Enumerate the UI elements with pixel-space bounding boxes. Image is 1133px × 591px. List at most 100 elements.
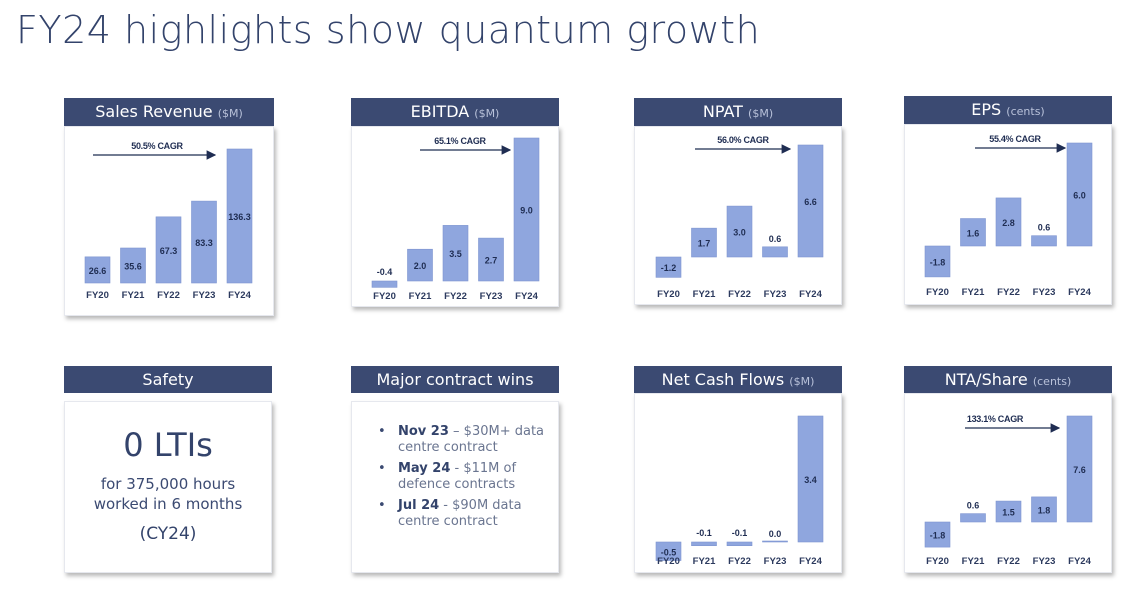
bar-eps-fy20 [924, 245, 951, 278]
data-label-ebitda-fy20: -0.4 [377, 267, 393, 277]
data-label-nta-fy22: 1.5 [1002, 508, 1015, 518]
cagr-label-nta: 133.1% CAGR [967, 414, 1024, 424]
chart-unit-netcash: ($M) [789, 375, 815, 388]
data-label-netcash-fy21: -0.1 [696, 528, 712, 538]
page-title: FY24 highlights show quantum growth [16, 8, 761, 52]
cagr-label-ebitda: 65.1% CAGR [434, 136, 486, 146]
bar-sales-fy21 [120, 247, 146, 284]
bar-eps-fy24 [1066, 142, 1093, 247]
chart-header-sales: Sales Revenue ($M) [64, 98, 274, 126]
bar-netcash-fy24 [797, 415, 824, 543]
data-label-ebitda-fy21: 2.0 [414, 261, 427, 271]
data-label-npat-fy21: 1.7 [698, 239, 711, 249]
chart-header-eps: EPS (cents) [904, 96, 1112, 124]
bar-sales-fy20 [84, 256, 111, 284]
bar-eps-fy23 [1031, 235, 1057, 247]
tick-label-eps-fy21: FY21 [962, 287, 985, 298]
ebitda-chart: -0.4 FY20 2.0 FY21 3.5 FY22 2.7 FY23 9.0 FY24 65.1… [371, 136, 540, 302]
tick-label-sales-fy20: FY20 [86, 290, 109, 301]
data-label-nta-fy24: 7.6 [1073, 465, 1086, 475]
data-label-eps-fy24: 6.0 [1073, 191, 1086, 201]
chart-unit-nta: (cents) [1032, 375, 1072, 388]
tick-label-ebitda-fy24: FY24 [515, 291, 538, 302]
data-label-nta-fy23: 1.8 [1038, 505, 1051, 515]
bar-nta-fy20 [924, 521, 951, 548]
bar-netcash-fy20 [655, 541, 682, 561]
tick-label-npat-fy24: FY24 [799, 289, 822, 300]
tick-label-netcash-fy22: FY22 [728, 556, 751, 567]
data-label-sales-fy24: 136.3 [228, 212, 251, 222]
bar-netcash-fy23 [762, 540, 788, 543]
tick-label-sales-fy24: FY24 [228, 290, 251, 301]
panel-npat: -1.2 FY20 1.7 FY21 3.0 FY22 0.6 FY23 6.6 FY24 56.0… [634, 98, 842, 318]
bar-ebitda-fy20 [371, 280, 398, 288]
data-label-netcash-fy23: 0.0 [769, 529, 782, 539]
bar-eps-fy22 [995, 197, 1022, 247]
data-label-nta-fy20: -1.8 [930, 531, 946, 541]
chart-card-sales: 26.6 FY20 35.6 FY21 67.3 FY22 83.3 FY23 136.3 FY2… [64, 126, 274, 316]
data-label-nta-fy21: 0.6 [967, 501, 980, 511]
data-label-eps-fy20: -1.8 [930, 257, 946, 267]
data-label-eps-fy21: 1.6 [967, 228, 980, 238]
bar-nta-fy23 [1031, 496, 1057, 523]
chart-unit-npat: ($M) [748, 107, 774, 120]
tick-label-ebitda-fy22: FY22 [444, 291, 467, 302]
panel-sales: 26.6 FY20 35.6 FY21 67.3 FY22 83.3 FY23 136.3 FY2… [64, 98, 274, 318]
chart-unit-eps: (cents) [1006, 105, 1045, 118]
chart-header-ebitda: EBITDA ($M) [351, 98, 559, 126]
contracts-header: Major contract wins [351, 366, 559, 393]
data-label-npat-fy22: 3.0 [733, 228, 746, 238]
data-label-npat-fy23: 0.6 [769, 234, 782, 244]
tick-label-netcash-fy21: FY21 [693, 556, 716, 567]
bar-netcash-fy22 [726, 541, 753, 547]
bar-netcash-fy21 [691, 541, 717, 547]
bar-sales-fy22 [155, 216, 182, 284]
bar-npat-fy21 [691, 227, 717, 258]
tick-label-eps-fy22: FY22 [997, 287, 1020, 298]
tick-label-netcash-fy20: FY20 [657, 556, 680, 567]
data-label-sales-fy20: 26.6 [89, 266, 107, 276]
chart-card-npat: -1.2 FY20 1.7 FY21 3.0 FY22 0.6 FY23 6.6 FY24 56.0… [634, 126, 842, 305]
chart-header-npat: NPAT ($M) [634, 98, 842, 126]
nta-chart: -1.8 FY20 0.6 FY21 1.5 FY22 1.8 FY23 7.6 FY24 133.… [924, 414, 1093, 567]
chart-unit-ebitda: ($M) [474, 107, 500, 120]
tick-label-ebitda-fy23: FY23 [480, 291, 503, 302]
tick-label-eps-fy20: FY20 [926, 287, 949, 298]
tick-label-ebitda-fy20: FY20 [373, 291, 396, 302]
chart-title-npat: NPAT [702, 102, 743, 121]
safety-line-2: worked in 6 months [93, 495, 243, 513]
safety-card: 0 LTIs for 375,000 hours worked in 6 mon… [64, 401, 272, 573]
chart-card-eps: -1.8 FY20 1.6 FY21 2.8 FY22 0.6 FY23 6.0 FY24 55.4… [904, 124, 1112, 305]
data-label-sales-fy22: 67.3 [160, 246, 178, 256]
tick-label-npat-fy21: FY21 [693, 289, 716, 300]
data-label-npat-fy24: 6.6 [804, 197, 817, 207]
data-label-npat-fy20: -1.2 [661, 263, 677, 273]
data-label-ebitda-fy24: 9.0 [520, 206, 533, 216]
chart-card-nta: -1.8 FY20 0.6 FY21 1.5 FY22 1.8 FY23 7.6 FY24 133.… [904, 393, 1112, 573]
panel-safety: 0 LTIs for 375,000 hours worked in 6 mon… [64, 366, 272, 576]
chart-title-nta: NTA/Share [944, 370, 1028, 389]
chart-header-nta: NTA/Share (cents) [904, 366, 1112, 393]
chart-title-eps: EPS [971, 100, 1002, 119]
data-label-netcash-fy22: -0.1 [732, 528, 748, 538]
chart-title-ebitda: EBITDA [410, 102, 470, 121]
chart-card-ebitda: -0.4 FY20 2.0 FY21 3.5 FY22 2.7 FY23 9.0 FY24 65.1… [351, 126, 559, 307]
tick-label-nta-fy24: FY24 [1068, 556, 1091, 567]
tick-label-sales-fy23: FY23 [193, 290, 216, 301]
cagr-label-eps: 55.4% CAGR [989, 134, 1041, 144]
bar-nta-fy22 [995, 500, 1022, 523]
tick-label-nta-fy23: FY23 [1033, 556, 1056, 567]
tick-label-nta-fy22: FY22 [997, 556, 1020, 567]
npat-chart: -1.2 FY20 1.7 FY21 3.0 FY22 0.6 FY23 6.6 FY24 56.0… [655, 135, 824, 300]
safety-header: Safety [64, 366, 272, 393]
sales-chart: 26.6 FY20 35.6 FY21 67.3 FY22 83.3 FY23 136.3 FY2… [84, 141, 253, 301]
data-label-sales-fy23: 83.3 [195, 238, 213, 248]
tick-label-ebitda-fy21: FY21 [409, 291, 432, 302]
bar-sales-fy23 [191, 200, 217, 284]
eps-chart: -1.8 FY20 1.6 FY21 2.8 FY22 0.6 FY23 6.0 FY24 55.4… [924, 134, 1093, 298]
data-label-eps-fy22: 2.8 [1002, 218, 1015, 228]
